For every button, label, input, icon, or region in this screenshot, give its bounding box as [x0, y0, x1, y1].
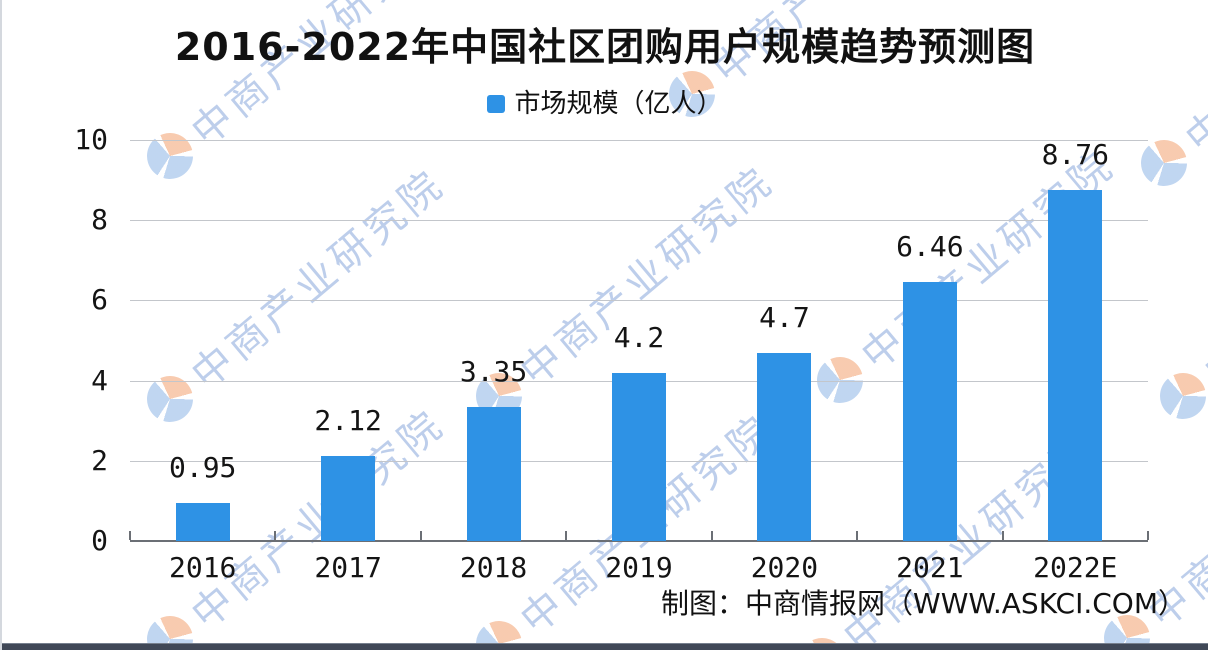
- bar-2018: [466, 406, 521, 541]
- x-axis-tick: [710, 531, 713, 540]
- watermark-item: 中商产业研究院: [1147, 150, 1208, 433]
- gridline-y6: [130, 300, 1148, 302]
- x-tick-label-2022E: 2022E: [1033, 551, 1118, 584]
- x-tick-label-2019: 2019: [605, 551, 673, 584]
- value-label-2018: 3.35: [459, 354, 528, 388]
- bar-2022E: [1048, 189, 1103, 541]
- y-tick-label-10: 10: [74, 123, 108, 156]
- legend-swatch-icon: [487, 95, 506, 113]
- x-axis-tick: [419, 531, 422, 540]
- watermark-text: 中商产业研究院: [183, 160, 454, 399]
- bar-2020: [757, 352, 812, 541]
- x-axis-tick: [274, 531, 277, 540]
- askci-logo-icon: [1150, 363, 1208, 429]
- value-label-2020: 4.7: [759, 300, 810, 334]
- bar-2016: [175, 502, 230, 541]
- chart-title: 2016-2022年中国社区团购用户规模趋势预测图: [174, 25, 1036, 69]
- y-tick-label-8: 8: [91, 203, 108, 237]
- y-tick-label-0: 0: [91, 524, 108, 557]
- x-axis-tick: [856, 531, 859, 540]
- value-label-2017: 2.12: [314, 403, 382, 437]
- gridline-y8: [130, 220, 1148, 222]
- bar-2019: [612, 372, 666, 541]
- y-tick-label-6: 6: [91, 283, 108, 317]
- gridline-y10: [130, 140, 1148, 141]
- y-tick-label-4: 4: [91, 363, 108, 397]
- x-axis-tick: [565, 531, 568, 540]
- value-label-2016: 0.95: [168, 450, 237, 484]
- y-tick-label-2: 2: [91, 443, 108, 477]
- x-tick-label-2021: 2021: [896, 551, 964, 584]
- bar-2021: [902, 281, 957, 541]
- x-tick-label-2018: 2018: [459, 551, 528, 584]
- x-tick-label-2016: 2016: [168, 551, 237, 584]
- bar-2017: [321, 455, 376, 541]
- x-axis-line: [130, 540, 1148, 542]
- askci-logo-icon: [137, 123, 203, 189]
- source-caption: 制图：中商情报网（WWW.ASKCI.COM）: [661, 587, 1186, 620]
- watermark-item: 中商产业研究院: [134, 153, 455, 436]
- x-tick-label-2020: 2020: [750, 551, 819, 584]
- askci-logo-icon: [137, 366, 203, 432]
- x-axis-tick: [1001, 531, 1004, 540]
- value-label-2022E: 8.76: [1041, 137, 1109, 171]
- value-label-2021: 6.46: [896, 229, 964, 263]
- watermark-text: 中商产业研究院: [1196, 157, 1208, 396]
- legend: 市场规模（亿人）: [2, 89, 1208, 119]
- x-axis-tick: [129, 531, 131, 540]
- legend-label: 市场规模（亿人）: [514, 89, 723, 119]
- x-tick-label-2017: 2017: [314, 551, 382, 584]
- value-label-2019: 4.2: [613, 320, 665, 354]
- bottom-border: [2, 643, 1208, 650]
- x-axis-tick: [1147, 531, 1149, 540]
